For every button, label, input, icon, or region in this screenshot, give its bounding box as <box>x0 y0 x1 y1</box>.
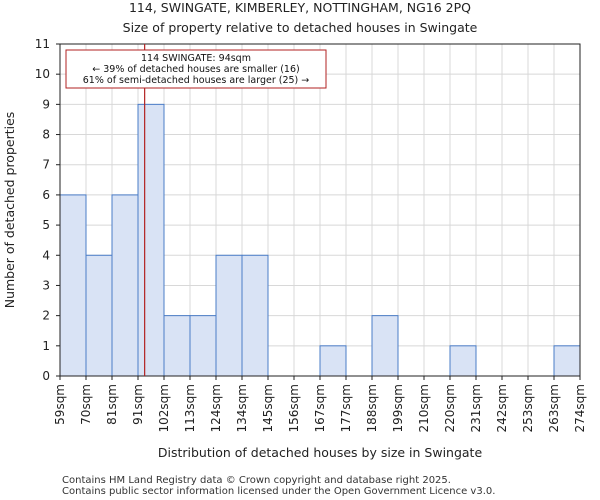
y-tick-label: 0 <box>42 369 50 383</box>
bar <box>189 315 217 377</box>
x-tick-label: 177sqm <box>339 384 353 432</box>
footer-line-1: Contains HM Land Registry data © Crown c… <box>62 475 451 486</box>
x-tick-label: 274sqm <box>573 384 587 432</box>
x-axis-label: Distribution of detached houses by size … <box>158 445 483 460</box>
y-axis-label: Number of detached properties <box>2 112 17 309</box>
x-tick-label: 231sqm <box>469 384 483 432</box>
x-tick-label: 70sqm <box>79 384 93 425</box>
y-tick-label: 9 <box>42 97 50 111</box>
bar <box>111 194 139 377</box>
annotation-frame <box>65 49 327 89</box>
x-tick-label: 242sqm <box>495 384 509 432</box>
bar <box>215 254 243 377</box>
x-axis-ticks: 59sqm 70sqm 81sqm 91sqm 102sqm 113sqm 124sqm 13… <box>53 376 587 432</box>
x-tick-label: 220sqm <box>443 384 457 432</box>
y-tick-label: 7 <box>42 158 50 172</box>
y-tick-label: 8 <box>42 128 50 142</box>
y-tick-label: 5 <box>42 218 50 232</box>
y-axis-ticks: 0 1 2 3 4 5 6 7 8 9 10 11 <box>35 37 60 383</box>
annotation-line-2: ← 39% of detached houses are smaller (16… <box>92 64 299 75</box>
y-tick-label: 3 <box>42 278 50 292</box>
y-tick-label: 10 <box>35 67 50 81</box>
x-tick-label: 156sqm <box>287 384 301 432</box>
bar <box>449 345 477 377</box>
x-tick-label: 91sqm <box>131 384 145 425</box>
x-tick-label: 59sqm <box>53 384 67 425</box>
annotation-box: 114 SWINGATE: 94sqm ← 39% of detached ho… <box>65 49 327 89</box>
y-tick-label: 2 <box>42 309 50 323</box>
y-tick-label: 4 <box>42 248 50 262</box>
bar <box>371 315 399 377</box>
bar <box>319 345 347 377</box>
y-tick-label: 11 <box>35 37 50 51</box>
x-tick-label: 81sqm <box>105 384 119 425</box>
chart-subtitle: Size of property relative to detached ho… <box>123 20 478 35</box>
bars <box>59 103 581 377</box>
bar <box>59 194 87 377</box>
y-tick-label: 6 <box>42 188 50 202</box>
x-tick-label: 199sqm <box>391 384 405 432</box>
x-tick-label: 263sqm <box>547 384 561 432</box>
bar <box>553 345 581 377</box>
x-tick-label: 253sqm <box>521 384 535 432</box>
annotation-line-1: 114 SWINGATE: 94sqm <box>141 53 251 64</box>
x-tick-label: 145sqm <box>261 384 275 432</box>
bar <box>241 254 269 377</box>
x-tick-label: 167sqm <box>313 384 327 432</box>
x-tick-label: 134sqm <box>235 384 249 432</box>
x-tick-label: 113sqm <box>183 384 197 432</box>
chart-title: 114, SWINGATE, KIMBERLEY, NOTTINGHAM, NG… <box>129 0 471 15</box>
footer-line-2: Contains public sector information licen… <box>62 486 495 497</box>
x-tick-label: 124sqm <box>209 384 223 432</box>
x-tick-label: 188sqm <box>365 384 379 432</box>
annotation-line-3: 61% of semi-detached houses are larger (… <box>83 75 310 86</box>
bar <box>85 254 113 377</box>
y-tick-label: 1 <box>42 339 50 353</box>
x-tick-label: 102sqm <box>157 384 171 432</box>
x-tick-label: 210sqm <box>417 384 431 432</box>
bar <box>163 315 191 377</box>
bar <box>137 103 165 377</box>
